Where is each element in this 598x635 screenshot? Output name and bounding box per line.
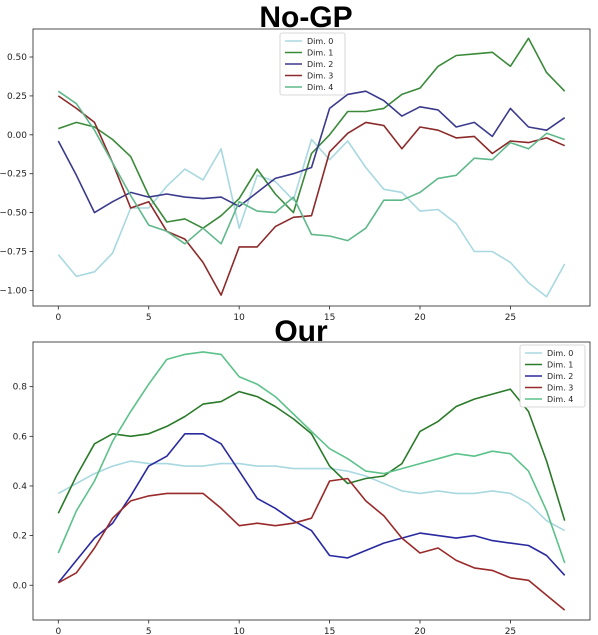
y-tick-label: −0.75 (0, 248, 27, 258)
x-tick-label: 0 (55, 313, 61, 323)
x-tick-label: 15 (324, 313, 335, 323)
legend-label-dim-0: Dim. 0 (307, 37, 333, 46)
x-tick-label: 5 (146, 627, 152, 635)
series-line-dim-2 (57, 90, 566, 214)
y-tick-label: 0.8 (13, 383, 28, 393)
y-tick-label: 0.0 (13, 581, 28, 591)
x-tick-label: 25 (505, 627, 516, 635)
series-line-dim-0 (57, 460, 566, 532)
y-tick-label: 0.6 (13, 432, 28, 442)
y-tick-label: 0.4 (13, 482, 28, 492)
legend: Dim. 0 Dim. 1 Dim. 2 Dim. 3 Dim. 4 (279, 32, 346, 96)
x-tick-label: 5 (146, 313, 152, 323)
series-line-dim-2 (57, 432, 566, 584)
y-tick-label: −1.00 (0, 286, 27, 296)
x-tick-label: 20 (414, 313, 426, 323)
chart-no-gp: 0 5 10 15 20 25 0.50 0.25 0.00 −0.25 −0.50 −0.75 −1.… (0, 28, 591, 323)
series-line-dim-1 (57, 388, 566, 521)
y-tick-label: −0.50 (0, 209, 27, 219)
legend-label-dim-1: Dim. 1 (307, 49, 333, 58)
series-line-dim-3 (57, 95, 566, 296)
legend-box (519, 344, 586, 408)
x-tick-label: 0 (55, 627, 61, 635)
legend-label-dim-2: Dim. 2 (547, 372, 573, 381)
legend-label-dim-1: Dim. 1 (547, 361, 573, 370)
series-line-dim-0 (57, 138, 566, 298)
legend: Dim. 0 Dim. 1 Dim. 2 Dim. 3 Dim. 4 (519, 344, 586, 408)
x-tick-label: 10 (233, 627, 245, 635)
x-tick-label: 20 (414, 627, 426, 635)
series-line-dim-1 (58, 37, 566, 229)
legend-box (279, 32, 346, 96)
chart-title-our: Our (274, 315, 328, 348)
series-line-dim-3 (57, 477, 566, 611)
legend-label-dim-4: Dim. 4 (307, 83, 333, 92)
y-tick-label: −0.25 (0, 170, 27, 180)
plot-frame (32, 28, 591, 307)
legend-label-dim-0: Dim. 0 (547, 349, 573, 358)
legend-label-dim-2: Dim. 2 (307, 60, 333, 69)
legend-label-dim-3: Dim. 3 (547, 384, 573, 393)
x-tick-label: 25 (505, 313, 516, 323)
y-tick-label: 0.25 (7, 92, 27, 102)
legend-label-dim-4: Dim. 4 (547, 395, 573, 404)
y-tick-label: 0.00 (7, 131, 27, 141)
y-tick-label: 0.50 (7, 53, 27, 63)
x-tick-label: 10 (233, 313, 245, 323)
legend-label-dim-3: Dim. 3 (307, 72, 333, 81)
series-line-dim-4 (57, 90, 565, 245)
series-line-dim-4 (57, 351, 566, 564)
chart-title-no-gp: No-GP (259, 1, 352, 34)
y-tick-label: 0.2 (13, 532, 27, 542)
plot-frame (32, 341, 591, 621)
x-tick-label: 15 (324, 627, 335, 635)
